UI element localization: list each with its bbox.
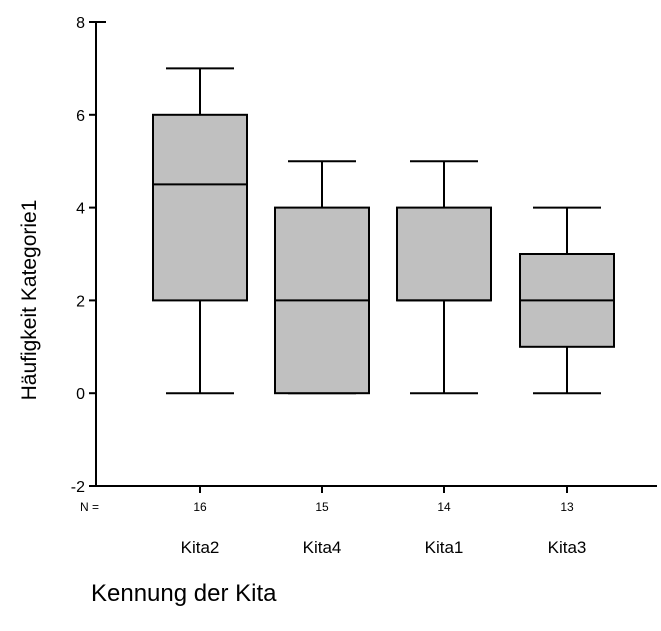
n-count-label: 15 [315,500,329,514]
n-count-label: 16 [193,500,207,514]
n-count-label: 14 [437,500,451,514]
n-prefix-label: N = [80,500,99,514]
y-tick-label: 2 [76,293,85,310]
category-label: Kita1 [425,538,464,557]
y-tick-label: 8 [76,15,85,32]
y-tick-label: 4 [76,201,85,218]
category-label: Kita4 [303,538,342,557]
plot-area: -2 0 2 4 6 8 N = 16 Kita2 15 Kita4 14 Kita1 13 Kita3 [71,15,657,557]
y-axis-label: Häufigkeit Kategorie1 [18,200,41,401]
category-label: Kita3 [548,538,587,557]
box-kita2 [152,113,248,302]
n-count-label: 13 [560,500,574,514]
y-tick-label: -2 [71,479,85,496]
y-tick-label: 6 [76,108,85,125]
y-tick-label: 0 [76,386,85,403]
x-axis-label: Kennung der Kita [91,580,277,607]
category-label: Kita2 [181,538,220,557]
box-kita1 [396,206,492,302]
